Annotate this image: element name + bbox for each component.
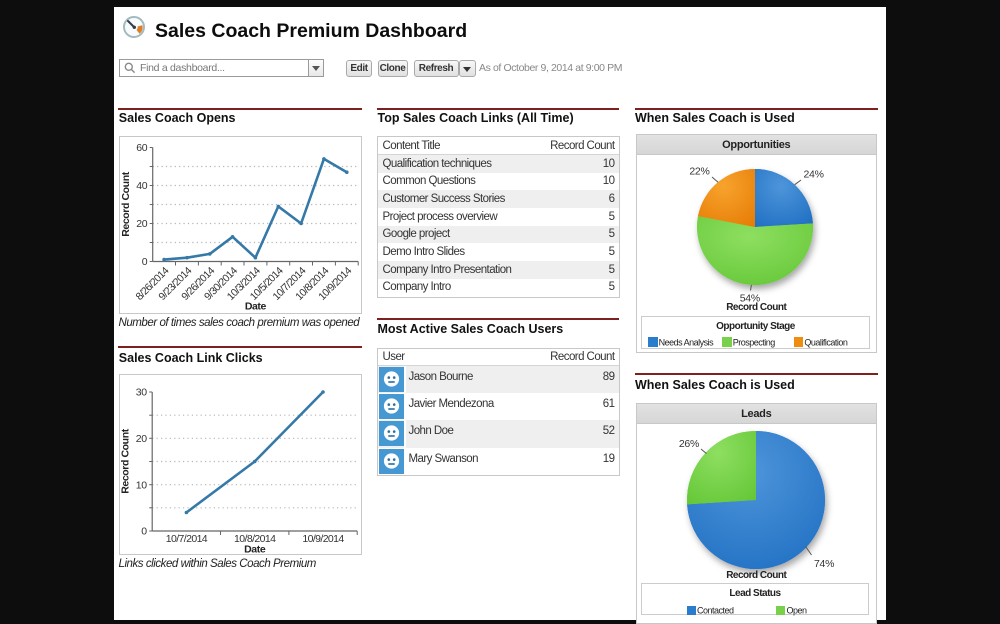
svg-text:10/9/2014: 10/9/2014	[302, 533, 344, 545]
svg-text:Date: Date	[245, 301, 267, 313]
svg-text:20: 20	[136, 433, 147, 445]
svg-text:Date: Date	[244, 544, 266, 556]
svg-text:54%: 54%	[739, 292, 759, 304]
svg-text:20: 20	[136, 218, 147, 230]
svg-text:74%: 74%	[814, 558, 834, 570]
svg-text:24%: 24%	[803, 168, 823, 180]
svg-text:26%: 26%	[679, 438, 699, 450]
svg-text:10/8/2014: 10/8/2014	[234, 533, 276, 545]
svg-text:0: 0	[142, 256, 148, 268]
svg-text:0: 0	[141, 526, 147, 538]
svg-text:40: 40	[136, 180, 147, 192]
svg-text:10/7/2014: 10/7/2014	[166, 533, 208, 545]
svg-text:60: 60	[136, 142, 147, 154]
svg-text:Record Count: Record Count	[120, 171, 132, 237]
svg-text:Record Count: Record Count	[119, 428, 131, 494]
svg-text:10: 10	[136, 479, 147, 491]
svg-text:30: 30	[136, 387, 147, 399]
svg-text:22%: 22%	[689, 165, 709, 177]
